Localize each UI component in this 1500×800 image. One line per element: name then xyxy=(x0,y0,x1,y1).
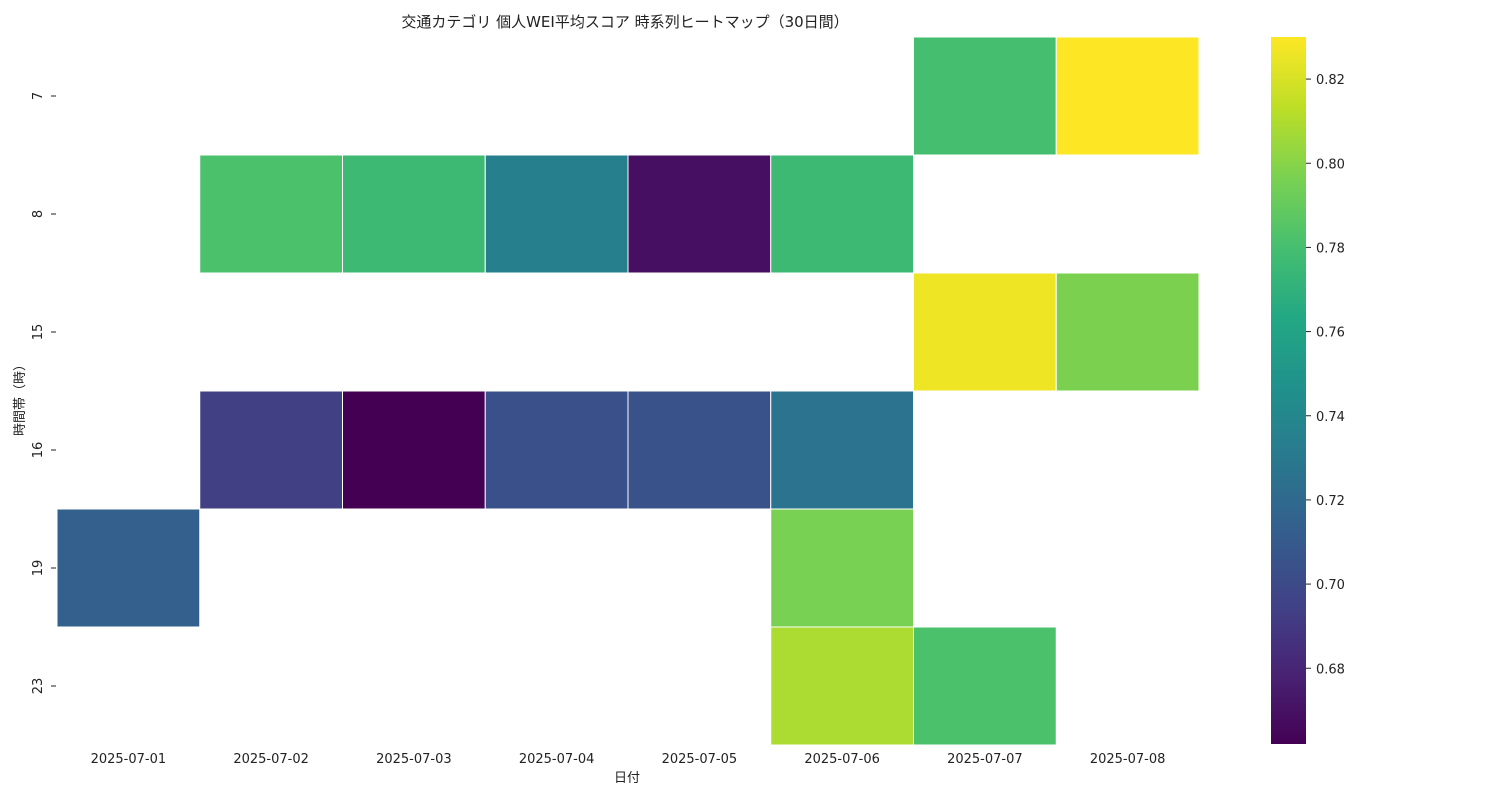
heatmap-cell xyxy=(913,626,1057,746)
heatmap-cell xyxy=(342,390,486,510)
x-tick-label: 2025-07-06 xyxy=(804,752,880,767)
heatmap-cell xyxy=(770,626,914,746)
heatmap-cell xyxy=(199,390,343,510)
y-axis-ticks: 7 8 15 16 19 23 xyxy=(31,92,56,694)
colorbar xyxy=(1271,37,1306,744)
heatmap-cell xyxy=(770,508,914,628)
heatmap-cell xyxy=(342,154,486,274)
colorbar-tick-label: 0.78 xyxy=(1316,241,1345,256)
y-axis-label: 時間帯（時） xyxy=(13,358,28,436)
chart-title: 交通カテゴリ 個人WEI平均スコア 時系列ヒートマップ（30日間） xyxy=(401,13,848,31)
heatmap-cell xyxy=(913,36,1057,156)
colorbar-tick-label: 0.72 xyxy=(1316,494,1345,509)
heatmap-cell xyxy=(1055,272,1200,392)
heatmap-cell xyxy=(484,154,629,274)
colorbar-tick-label: 0.82 xyxy=(1316,73,1345,88)
colorbar-tick-label: 0.74 xyxy=(1316,410,1345,425)
heatmap-cell xyxy=(1055,36,1200,156)
y-tick-label: 23 xyxy=(31,678,46,695)
x-tick-label: 2025-07-01 xyxy=(91,752,167,767)
x-axis-label: 日付 xyxy=(614,771,640,786)
x-tick-label: 2025-07-03 xyxy=(376,752,452,767)
y-tick-label: 7 xyxy=(31,92,46,100)
heatmap-cell xyxy=(770,154,914,274)
y-tick-label: 19 xyxy=(31,560,46,577)
heatmap-cell xyxy=(627,390,772,510)
heatmap-cell xyxy=(199,154,343,274)
colorbar-tick-label: 0.68 xyxy=(1316,662,1345,677)
x-tick-label: 2025-07-02 xyxy=(233,752,309,767)
heatmap-cell xyxy=(770,390,914,510)
heatmap-cells xyxy=(56,36,1200,746)
x-tick-label: 2025-07-08 xyxy=(1090,752,1166,767)
y-tick-label: 15 xyxy=(31,324,46,341)
colorbar-tick-label: 0.80 xyxy=(1316,157,1345,172)
colorbar-ticks: 0.68 0.70 0.72 0.74 0.76 0.78 0.80 0.82 xyxy=(1306,73,1345,677)
heatmap-cell xyxy=(913,272,1057,392)
x-tick-label: 2025-07-05 xyxy=(662,752,738,767)
y-tick-label: 16 xyxy=(31,442,46,459)
heatmap-cell xyxy=(484,390,629,510)
y-tick-label: 8 xyxy=(31,210,46,218)
heatmap-cell xyxy=(56,508,201,628)
x-tick-label: 2025-07-04 xyxy=(519,752,595,767)
x-tick-label: 2025-07-07 xyxy=(947,752,1023,767)
heatmap-cell xyxy=(627,154,772,274)
colorbar-tick-label: 0.70 xyxy=(1316,578,1345,593)
colorbar-tick-label: 0.76 xyxy=(1316,326,1345,341)
x-axis-ticks: 2025-07-01 2025-07-02 2025-07-03 2025-07-04… xyxy=(91,752,1166,767)
